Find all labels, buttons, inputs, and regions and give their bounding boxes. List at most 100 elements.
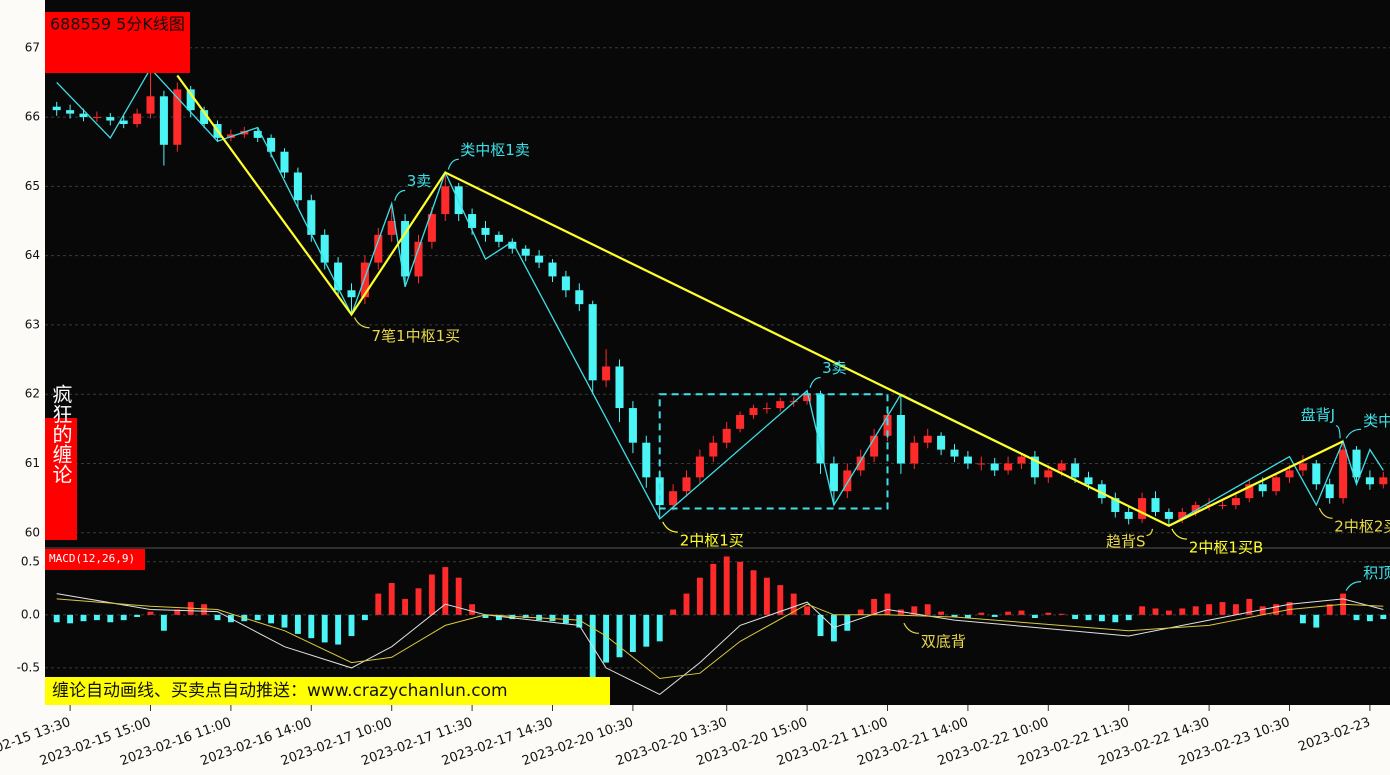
annotation: 趋背S <box>1106 532 1146 550</box>
macd-bar <box>710 564 716 615</box>
macd-bar <box>201 604 207 615</box>
macd-bar <box>215 615 221 620</box>
y-tick-label: 60 <box>25 525 40 539</box>
candle-body <box>696 457 704 478</box>
candle-body <box>1259 484 1267 491</box>
candle-body <box>830 463 838 491</box>
candle-body <box>1125 512 1133 519</box>
y-tick-label: -0.5 <box>17 660 40 674</box>
annotation: 盘背J <box>1301 406 1335 424</box>
candle-body <box>575 290 583 304</box>
candle-body <box>1379 477 1387 484</box>
candle-body <box>146 96 154 113</box>
candle-body <box>481 228 489 235</box>
macd-bar <box>1005 612 1011 615</box>
macd-bar <box>657 615 663 642</box>
candle-body <box>495 235 503 242</box>
candle-body <box>629 408 637 443</box>
macd-bar <box>161 615 167 631</box>
y-tick-label: 66 <box>25 110 40 124</box>
macd-bar <box>764 578 770 615</box>
candle-body <box>93 117 101 118</box>
candle-body <box>160 96 168 144</box>
annotation: 2中枢1买 <box>680 531 744 549</box>
macd-bar <box>1112 615 1118 622</box>
macd-bar <box>282 615 288 628</box>
candle-body <box>1326 484 1334 498</box>
macd-bar <box>751 570 757 615</box>
candle-body <box>1366 477 1374 484</box>
candle-body <box>950 450 958 457</box>
candle-body <box>1151 498 1159 512</box>
macd-bar <box>335 615 341 645</box>
annotation: 类中枢1卖 <box>460 141 530 159</box>
candle-body <box>776 401 784 408</box>
candle-body <box>106 117 114 120</box>
macd-bar <box>724 556 730 614</box>
footer-text: 缠论自动画线、买卖点自动推送：www.crazychanlun.com <box>52 681 508 701</box>
macd-bar <box>295 615 301 634</box>
macd-bar <box>1233 604 1239 615</box>
side-label: 疯狂的缠论 <box>49 384 73 484</box>
candle-body <box>1017 457 1025 464</box>
y-tick-label: 65 <box>25 179 40 193</box>
candle-body <box>1339 450 1347 498</box>
macd-bar <box>442 567 448 615</box>
macd-bar <box>603 615 609 663</box>
candle-body <box>53 107 61 110</box>
macd-bar <box>1045 613 1051 615</box>
annotation: 3卖 <box>822 359 847 377</box>
macd-bar <box>94 615 100 620</box>
candle-body <box>1058 463 1066 470</box>
macd-bar <box>1273 604 1279 615</box>
candle-body <box>321 235 329 263</box>
candle-body <box>347 290 355 297</box>
annotation: 2中枢1买B <box>1189 538 1263 556</box>
candle-body <box>1165 512 1173 519</box>
macd-bar <box>1300 615 1306 623</box>
y-tick-label: 0.0 <box>21 607 40 621</box>
macd-bar <box>737 562 743 615</box>
candle-body <box>66 110 74 113</box>
macd-bar <box>1260 606 1266 614</box>
candle-body <box>910 443 918 464</box>
macd-bar <box>818 615 824 636</box>
y-tick-label: 62 <box>25 387 40 401</box>
annotation: 3卖 <box>407 172 432 190</box>
macd-bar <box>1086 615 1092 620</box>
candle-body <box>1285 470 1293 477</box>
candle-body <box>468 214 476 228</box>
candle-body <box>535 256 543 263</box>
candle-body <box>1044 470 1052 477</box>
annotation: 双底背 <box>921 633 966 651</box>
candle-body <box>1312 463 1320 484</box>
candle-body <box>1299 463 1307 470</box>
y-tick-label: 63 <box>25 317 40 331</box>
macd-bar <box>617 615 623 657</box>
candle-body <box>709 443 717 457</box>
macd-bar <box>429 575 435 615</box>
macd-bar <box>308 615 314 638</box>
macd-bar <box>1099 615 1105 621</box>
macd-bar <box>349 615 355 636</box>
macd-bar <box>255 615 261 620</box>
candle-body <box>937 436 945 450</box>
macd-bar <box>1059 614 1065 615</box>
candle-body <box>548 263 556 277</box>
candle-body <box>736 415 744 429</box>
macd-bar <box>684 594 690 615</box>
macd-bar <box>268 615 274 623</box>
macd-bar <box>1019 611 1025 615</box>
macd-bar <box>469 604 475 615</box>
candle-body <box>897 415 905 463</box>
macd-bar <box>1220 602 1226 615</box>
macd-bar <box>67 615 73 623</box>
y-tick-label: 64 <box>25 248 40 262</box>
macd-bar <box>885 594 891 615</box>
macd-bar <box>1354 615 1360 620</box>
candle-body <box>280 152 288 173</box>
candle-body <box>977 463 985 464</box>
macd-bar <box>992 615 998 617</box>
candle-body <box>602 366 610 380</box>
chart: 60616263646566672023-02-15 13:302023-02-… <box>0 0 1390 775</box>
